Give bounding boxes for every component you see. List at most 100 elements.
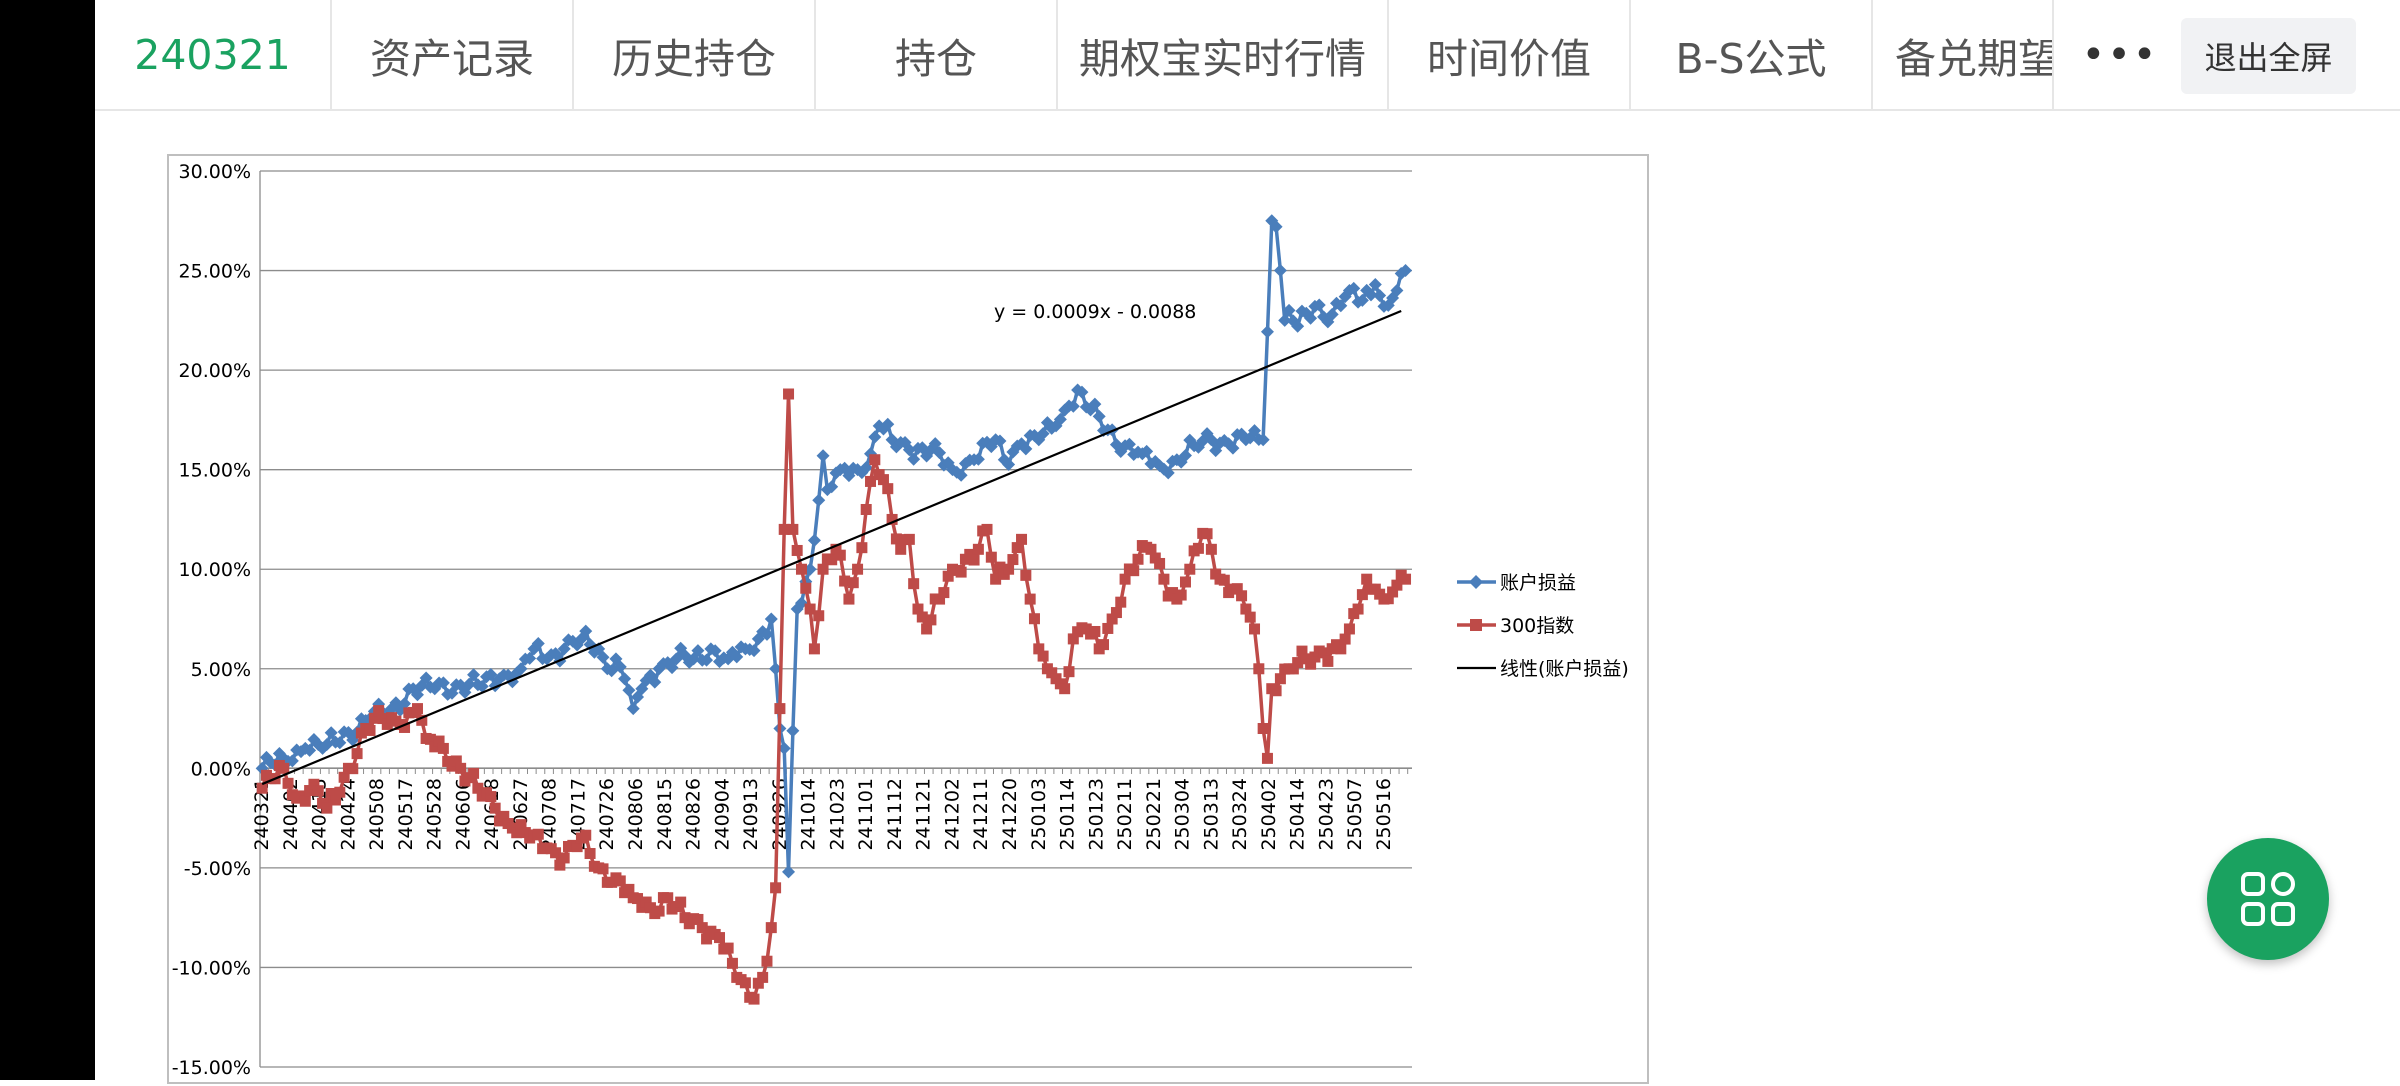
x-axis: 240321 240402 240415 240424 240508 240517 2405…: [251, 767, 1412, 851]
x-tick-label: 241014: [798, 778, 820, 851]
data-point: [424, 733, 436, 745]
data-point: [1040, 416, 1054, 430]
data-point: [1236, 590, 1248, 602]
trendline: [261, 309, 1402, 786]
data-point: [701, 933, 713, 945]
data-point: [752, 977, 764, 989]
tab-time-value[interactable]: 时间价值: [1389, 0, 1631, 109]
data-point: [708, 644, 722, 658]
data-point: [1347, 281, 1361, 295]
data-point: [1286, 314, 1300, 328]
x-tick-label: 241211: [970, 778, 992, 851]
data-point: [881, 417, 895, 431]
data-point: [1184, 563, 1196, 575]
data-point: [1226, 441, 1240, 455]
data-point: [334, 786, 346, 798]
data-point: [1321, 315, 1335, 329]
data-point: [1167, 587, 1179, 599]
data-point: [1063, 666, 1075, 678]
data-point: [816, 449, 830, 463]
data-point: [1205, 543, 1217, 555]
data-point: [993, 434, 1007, 448]
data-point: [1257, 723, 1269, 735]
data-point: [808, 643, 820, 655]
tab-historical-positions[interactable]: 历史持仓: [574, 0, 816, 109]
exit-fullscreen-button[interactable]: 退出全屏: [2181, 18, 2356, 94]
data-point: [1256, 433, 1270, 447]
data-point: [338, 771, 350, 783]
data-point: [1175, 589, 1187, 601]
tab-asset-records[interactable]: 资产记录: [332, 0, 574, 109]
data-point: [436, 676, 450, 690]
data-point: [1218, 574, 1230, 586]
data-point: [839, 575, 851, 587]
x-tick-label: 250114: [1057, 778, 1079, 851]
data-point: [994, 561, 1006, 573]
data-point: [429, 741, 441, 753]
data-point: [489, 802, 501, 814]
data-point: [1066, 399, 1080, 413]
data-point: [1305, 658, 1317, 670]
data-point: [1102, 622, 1114, 634]
tab-positions[interactable]: 持仓: [816, 0, 1058, 109]
data-point: [1261, 752, 1273, 764]
series: [255, 214, 1413, 1005]
data-point: [778, 523, 790, 535]
trendline-equation: y = 0.0009x - 0.0088: [994, 301, 1196, 323]
data-point: [324, 726, 338, 740]
data-point: [1382, 593, 1394, 605]
data-point: [1278, 313, 1292, 327]
x-tick-label: 240508: [366, 778, 388, 851]
y-tick-label: 30.00%: [179, 161, 251, 183]
data-point: [1020, 569, 1032, 581]
data-point: [1231, 583, 1243, 595]
data-point: [830, 543, 842, 555]
data-point: [955, 566, 967, 578]
x-tick-label: 240815: [654, 778, 676, 851]
data-point: [299, 795, 311, 807]
x-tick-label: 240904: [711, 778, 733, 851]
data-point: [1053, 412, 1067, 426]
legend-item: 线性(账户损益): [1457, 658, 1629, 680]
data-point: [696, 922, 708, 934]
y-tick-label: -15.00%: [172, 1057, 251, 1079]
data-point: [1059, 683, 1071, 695]
data-point: [1192, 542, 1204, 554]
data-point: [1003, 563, 1015, 575]
data-point: [554, 859, 566, 871]
data-point: [1110, 607, 1122, 619]
tab-bs-formula[interactable]: B-S公式: [1631, 0, 1873, 109]
data-point: [928, 437, 942, 451]
data-point: [1391, 579, 1403, 591]
data-point: [1260, 325, 1274, 339]
y-tick-label: -10.00%: [172, 957, 251, 979]
left-black-bar: [0, 0, 95, 1080]
trendline-group: [261, 309, 1402, 786]
data-point: [954, 468, 968, 482]
data-point: [1244, 611, 1256, 623]
tab-option-realtime-quotes[interactable]: 期权宝实时行情: [1058, 0, 1389, 109]
tab-240321[interactable]: 240321: [95, 0, 332, 109]
tab-covered-call-expectation[interactable]: 备兑期望: [1873, 0, 2054, 109]
data-point: [1373, 289, 1387, 303]
data-point: [869, 454, 881, 466]
y-tick-label: -5.00%: [184, 858, 251, 880]
data-point: [813, 610, 825, 622]
data-point: [653, 905, 665, 917]
data-point: [800, 582, 812, 594]
data-point: [1145, 543, 1157, 555]
legend-label: 账户损益: [1500, 572, 1576, 594]
data-point: [609, 652, 623, 666]
grid-apps-fab[interactable]: [2207, 838, 2329, 960]
data-point: [691, 644, 705, 658]
data-point: [786, 724, 800, 738]
data-point: [419, 671, 433, 685]
data-point: [1098, 639, 1110, 651]
data-point: [437, 742, 449, 754]
data-point: [761, 955, 773, 967]
data-point: [748, 993, 760, 1005]
data-point: [511, 827, 523, 839]
data-point: [902, 443, 916, 457]
more-tabs-button[interactable]: •••: [2081, 31, 2159, 78]
